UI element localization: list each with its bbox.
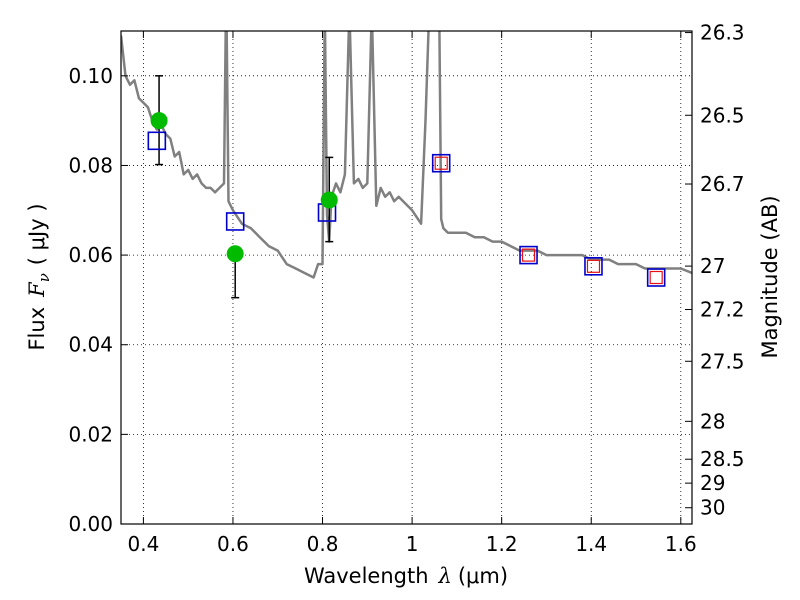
y2-tick-label: 27.5 [700,349,745,373]
y2-tick-label: 27.2 [700,297,745,321]
y-tick-label: 0.06 [68,243,113,267]
observed-nir-square [434,156,448,170]
y-tick-label: 0.04 [68,333,113,357]
y2-tick-label: 26.7 [700,172,745,196]
x-tick-label: 1 [406,532,419,556]
y-tick-label: 0.10 [68,64,113,88]
axis-ticks: 0.4 0.6 0.8 1 1.2 1.4 1.6 0.00 0.02 0.04 0.06 0.08 0… [68,21,744,556]
y-tick-label: 0.08 [68,153,113,177]
y2-tick-label: 27 [700,254,725,278]
observed-optical-point [320,191,338,209]
observed-nir-square [649,270,663,285]
grid [121,31,692,524]
observed-nir-square [521,248,536,262]
model-photometry-square [431,153,451,173]
model-spectrum-line [121,31,692,279]
y2-axis-label: Magnitude (AB) [758,195,782,358]
plot-frame [120,30,693,525]
model-photometry-square [584,256,603,276]
x-axis-label: Wavelength λ (μm) [304,564,508,588]
y-tick-label: 0.00 [68,512,113,536]
model-photometry-square [225,212,245,231]
x-tick-label: 1.2 [486,532,518,556]
y2-tick-label: 26.3 [700,21,745,45]
model-photometry-square [147,131,167,151]
x-tick-label: 0.8 [307,532,339,556]
x-tick-label: 1.6 [665,532,697,556]
y2-tick-label: 30 [700,496,725,520]
observed-nir-square [586,259,601,273]
x-tick-label: 1.4 [575,532,607,556]
y2-tick-label: 26.5 [700,103,745,127]
y2-tick-label: 29 [700,471,725,495]
plot-data [121,31,692,299]
observed-optical-point [150,112,168,130]
x-tick-label: 0.4 [127,532,159,556]
y2-tick-label: 28 [700,409,725,433]
y-tick-label: 0.02 [68,422,113,446]
x-tick-label: 0.6 [217,532,249,556]
y2-tick-label: 28.5 [700,447,745,471]
observed-optical-point [226,245,244,263]
y-axis-label: FluxFν( μJy ) [25,203,53,350]
model-photometry-square [646,268,666,287]
model-photometry-square [519,245,538,265]
